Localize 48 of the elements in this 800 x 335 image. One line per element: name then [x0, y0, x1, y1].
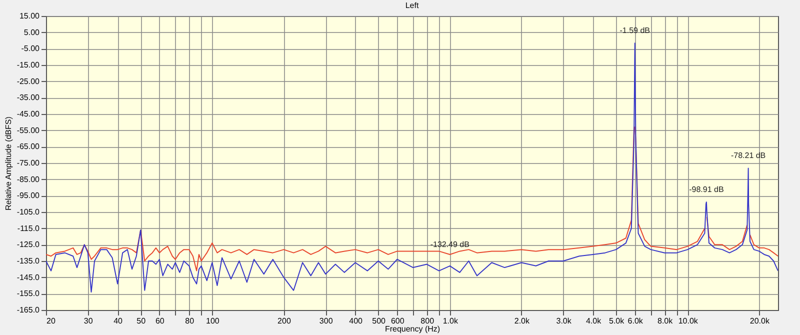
x-tick-label: 2.0k [514, 316, 531, 326]
chart-title: Left [405, 1, 420, 10]
x-axis-title: Frequency (Hz) [384, 324, 440, 334]
y-tick-label: -25.00 [16, 76, 40, 86]
annotation: -1.59 dB [620, 26, 650, 36]
y-tick-label: -35.00 [16, 93, 40, 102]
x-tick-label: 6.0k [628, 316, 644, 326]
x-tick-label: 4.0k [586, 316, 602, 326]
y-tick-label: -155.0 [16, 289, 40, 298]
y-tick-label: -135.0 [16, 256, 40, 266]
x-tick-label: 300 [319, 316, 334, 326]
x-tick-label: 400 [349, 316, 364, 326]
x-tick-label: 500 [372, 316, 386, 326]
y-tick-label: 5.00 [24, 28, 40, 37]
y-tick-label: -15.00 [16, 60, 40, 70]
x-tick-label: 80 [185, 316, 195, 326]
y-tick-label: -165.0 [16, 306, 40, 314]
x-tick-label: 1.0k [442, 316, 459, 326]
y-tick-label: -85.00 [16, 174, 40, 184]
y-axis-title: Relative Amplitude (dBFS) [4, 116, 13, 210]
x-tick-label: 40 [114, 316, 124, 326]
annotation: -78.21 dB [730, 151, 766, 160]
annotation: -98.91 dB [689, 185, 724, 194]
y-tick-label: -45.00 [16, 110, 40, 118]
x-tick-label: 3.0k [556, 316, 572, 326]
annotation: -132.49 dB [430, 240, 470, 249]
y-tick-label: -105.0 [16, 208, 40, 216]
y-tick-label: 15.00 [19, 12, 40, 20]
y-tick-label: -145.0 [16, 272, 40, 282]
x-tick-label: 30 [84, 316, 94, 326]
x-tick-label: 100 [206, 316, 220, 326]
x-tick-label: 60 [155, 316, 165, 326]
x-tick-label: 200 [278, 316, 292, 326]
y-tick-label: -115.0 [17, 224, 40, 233]
x-tick-label: 600 [390, 316, 405, 326]
x-tick-label: 5.0k [608, 316, 626, 326]
y-tick-label: -125.0 [16, 240, 40, 250]
y-tick-label: -55.00 [16, 126, 40, 135]
x-tick-label: 800 [420, 316, 435, 326]
y-tick-label: -75.00 [16, 158, 40, 168]
x-tick-label: 10.0k [678, 316, 699, 326]
x-tick-label: 8.0k [658, 316, 674, 326]
y-tick-label: -5.00 [21, 44, 40, 54]
x-tick-label: 20.0k [750, 316, 770, 326]
y-tick-label: -95.00 [16, 191, 40, 200]
y-tick-label: -65.00 [16, 142, 40, 152]
x-tick-label: 50 [136, 316, 146, 326]
x-tick-label: 20 [46, 316, 56, 326]
